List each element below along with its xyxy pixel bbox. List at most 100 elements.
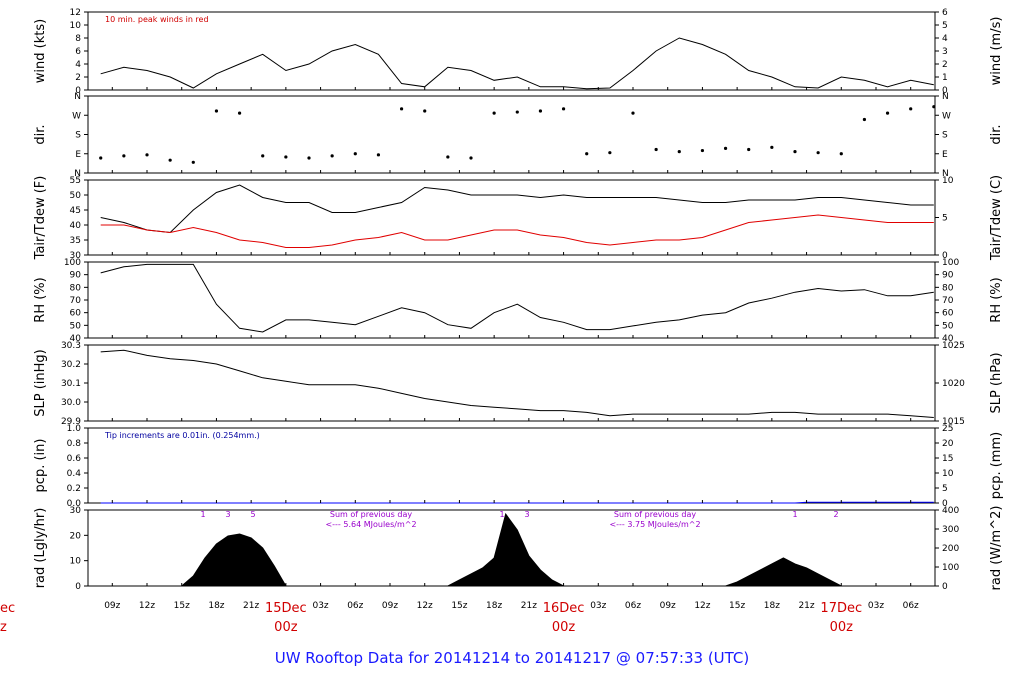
direction-point [376, 153, 381, 157]
ytick-label-left: 30 [70, 251, 82, 261]
ytick-label-right: 0 [942, 251, 948, 261]
xtick-hour-label: 09z [660, 601, 676, 611]
ytick-label-left: N [74, 169, 81, 179]
direction-point [122, 154, 126, 158]
ytick-label-left: 90 [70, 271, 82, 281]
radiation-day-mark: 1 [200, 510, 205, 519]
xtick-hour-label: 03z [590, 601, 606, 611]
direction-point [885, 111, 890, 115]
ytick-label-left: 12 [70, 8, 81, 18]
ylabel-right-temp: Tair/Tdew (C) [989, 175, 1004, 261]
direction-point [469, 156, 473, 160]
ytick-label-left: 20 [70, 531, 82, 541]
ylabel-left-slp: SLP (inHg) [33, 349, 48, 417]
footer-to: to [514, 649, 530, 667]
direction-point [307, 156, 311, 160]
direction-point [747, 147, 751, 152]
direction-point [446, 155, 450, 159]
panel-frame-temp [87, 179, 936, 256]
ytick-label-right: 2 [942, 60, 948, 70]
xtick-hour-label: 12z [139, 601, 155, 611]
radiation-sum-value: <--- 3.75 MJoules/m^2 [609, 520, 700, 529]
ytick-label-right: 5 [942, 484, 948, 494]
day-date-label: 16Dec [543, 601, 585, 616]
footer-tz: (UTC) [707, 649, 750, 667]
ytick-label-left: 0.0 [67, 499, 82, 509]
ytick-label-left: S [75, 131, 81, 141]
series-line-wind [100, 37, 934, 90]
ytick-label-right: 400 [942, 506, 959, 516]
ytick-label-left: 0.6 [67, 454, 82, 464]
ytick-label-left: E [75, 150, 81, 160]
ytick-label-left: 30.3 [61, 341, 81, 351]
ytick-label-left: 0.4 [67, 469, 82, 479]
direction-point [770, 145, 774, 149]
ytick-label-left: 55 [70, 176, 81, 186]
direction-point [585, 152, 589, 156]
series-line-rh [100, 263, 934, 333]
ytick-label-right: 200 [942, 544, 959, 554]
direction-point [700, 148, 705, 153]
ytick-label-left: N [74, 92, 81, 102]
direction-point [839, 152, 843, 156]
direction-point [261, 154, 265, 158]
xtick-hour-label: 12z [694, 601, 710, 611]
xtick-hour-label: 09z [104, 601, 120, 611]
ytick-label-left: 35 [70, 236, 81, 246]
xtick-hour-label: 03z [312, 601, 328, 611]
ytick-label-left: 0.8 [67, 439, 82, 449]
panel-frame-rh [87, 261, 936, 339]
ytick-label-left: 50 [70, 191, 82, 201]
footer-end: 20141217 [534, 649, 612, 667]
ytick-label-left: 40 [70, 221, 82, 231]
direction-point [399, 107, 404, 111]
ytick-label-left: 30.2 [61, 360, 81, 370]
ylabel-right-wind: wind (m/s) [989, 17, 1004, 86]
day-time-label: 00z [274, 620, 298, 635]
direction-point [237, 111, 242, 115]
ytick-label-right: 20 [942, 439, 954, 449]
direction-point [723, 146, 728, 151]
radiation-day-mark: 2 [833, 510, 838, 519]
ytick-label-right: 1015 [942, 417, 965, 427]
direction-point [214, 109, 219, 113]
ytick-label-right: 5 [942, 214, 948, 224]
ytick-label-left: 60 [70, 309, 82, 319]
ytick-label-right: 90 [942, 271, 954, 281]
xtick-hour-label: 18z [208, 601, 224, 611]
xtick-hour-label: 15z [174, 601, 190, 611]
ytick-label-left: 2 [75, 73, 81, 83]
ytick-label-right: N [942, 169, 949, 179]
direction-point [423, 109, 427, 113]
ytick-label-right: 3 [942, 47, 948, 57]
ytick-label-left: 70 [70, 296, 82, 306]
series-line-temp-0 [100, 184, 934, 234]
ytick-label-left: 8 [75, 34, 81, 44]
xtick-hour-label: 03z [868, 601, 884, 611]
ytick-label-left: 6 [75, 47, 81, 57]
day-time-label: 00z [552, 620, 576, 635]
day-date-label-clipped: ec [0, 601, 15, 616]
footer-start: 20141214 [433, 649, 511, 667]
ytick-label-right: 1 [942, 73, 948, 83]
direction-point [793, 150, 797, 154]
ytick-label-right: 1020 [942, 379, 965, 389]
radiation-day-mark: 5 [250, 510, 255, 519]
annotation-wind: 10 min. peak winds in red [105, 15, 209, 24]
xtick-hour-label: 21z [521, 601, 537, 611]
ytick-label-right: 6 [942, 8, 948, 18]
ytick-label-left: 30.1 [61, 379, 81, 389]
ytick-label-left: 30 [70, 506, 82, 516]
ytick-label-left: 30.0 [61, 398, 81, 408]
ytick-label-right: 70 [942, 296, 954, 306]
xtick-hour-label: 15z [729, 601, 745, 611]
ytick-label-right: 10 [942, 176, 954, 186]
ytick-label-left: 4 [75, 60, 81, 70]
direction-point [492, 111, 496, 115]
ytick-label-right: 5 [942, 21, 948, 31]
direction-point [515, 110, 519, 114]
ylabel-left-rh: RH (%) [33, 277, 48, 322]
ytick-label-right: W [942, 111, 951, 121]
ytick-label-left: 1.0 [67, 424, 82, 434]
radiation-day-mark: 1 [499, 510, 504, 519]
